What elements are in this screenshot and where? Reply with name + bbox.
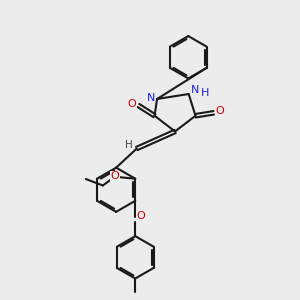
Text: O: O [128,99,136,109]
Text: O: O [111,171,119,181]
Text: N: N [146,92,155,103]
Text: O: O [216,106,225,116]
Text: O: O [136,211,145,220]
Text: H: H [124,140,132,150]
Text: N: N [191,85,199,95]
Text: H: H [201,88,209,98]
